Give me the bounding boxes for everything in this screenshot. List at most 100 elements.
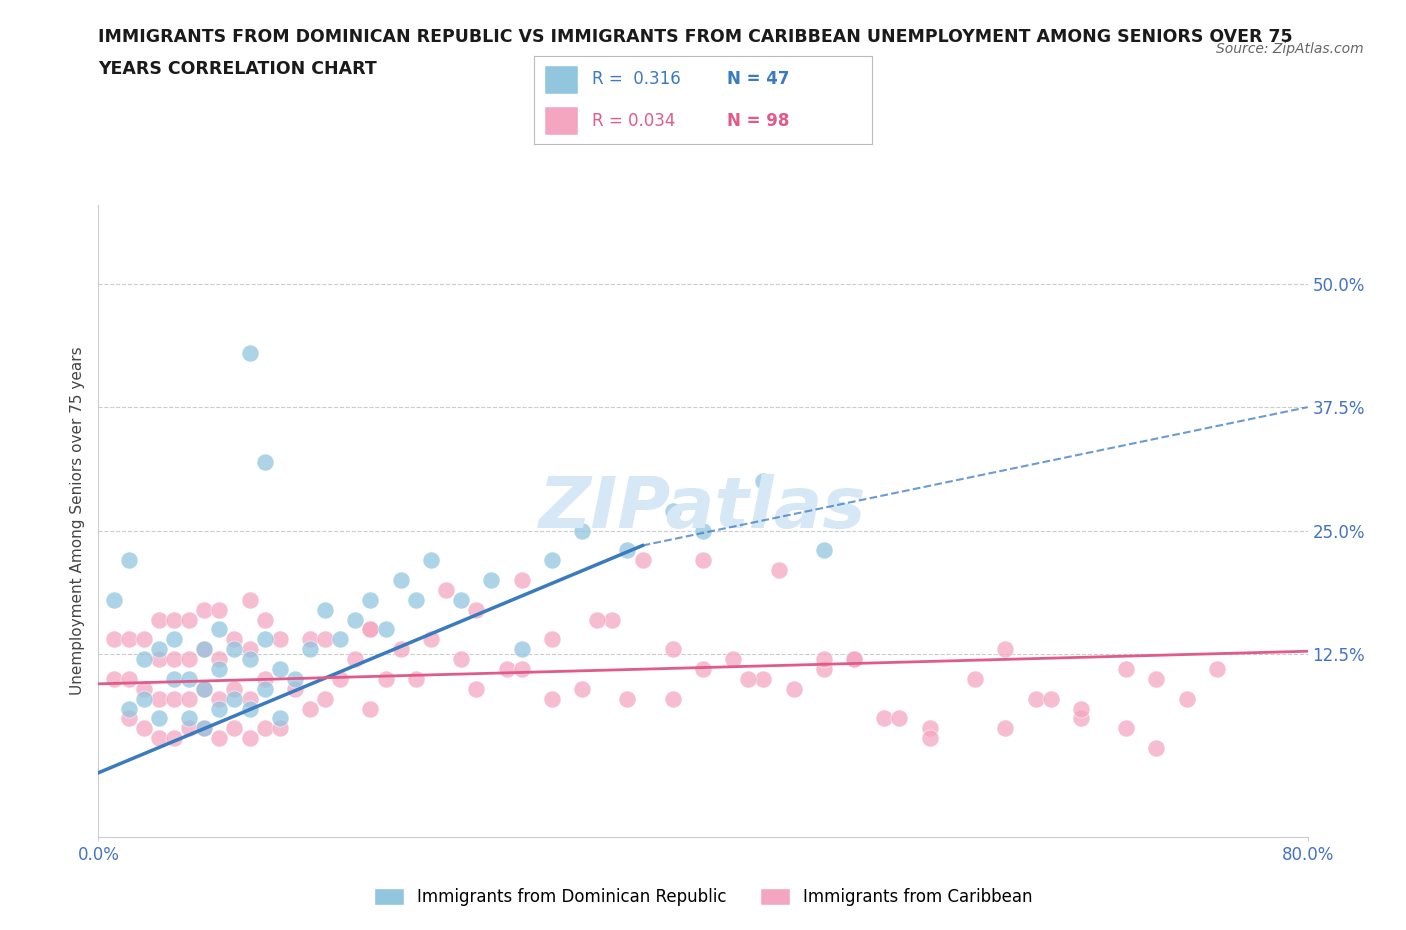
Point [631,552,654,567]
Point [965,671,987,686]
Point [540,632,562,647]
Point [253,682,276,697]
Point [103,632,125,647]
Point [193,721,215,736]
Point [768,563,790,578]
Point [224,632,246,647]
Point [571,682,593,697]
Point [299,642,322,657]
Point [752,671,775,686]
Point [752,474,775,489]
Y-axis label: Unemployment Among Seniors over 75 years: Unemployment Among Seniors over 75 years [70,347,86,695]
Point [994,721,1017,736]
Text: IMMIGRANTS FROM DOMINICAN REPUBLIC VS IMMIGRANTS FROM CARIBBEAN UNEMPLOYMENT AMO: IMMIGRANTS FROM DOMINICAN REPUBLIC VS IM… [98,28,1294,46]
Point [450,652,472,667]
Point [208,652,231,667]
Point [239,731,262,746]
Point [314,632,336,647]
Point [465,603,488,618]
Point [269,711,291,725]
Point [616,543,638,558]
Point [813,652,835,667]
Point [481,573,503,588]
Point [918,721,941,736]
Point [510,642,533,657]
Point [374,671,396,686]
Point [692,661,714,676]
Text: ZIPatlas: ZIPatlas [540,473,866,542]
Point [1175,691,1198,706]
Point [1115,721,1137,736]
Point [450,592,472,607]
Point [737,671,759,686]
Point [723,652,745,667]
Point [284,671,307,686]
Point [299,632,322,647]
Point [193,682,215,697]
Point [389,642,412,657]
Point [253,454,276,469]
Point [873,711,896,725]
Point [284,682,307,697]
Point [420,552,443,567]
Point [163,652,186,667]
Point [571,524,593,538]
Point [208,701,231,716]
Point [132,682,155,697]
Point [224,721,246,736]
Point [434,582,457,597]
Legend: Immigrants from Dominican Republic, Immigrants from Caribbean: Immigrants from Dominican Republic, Immi… [367,881,1039,912]
Point [163,671,186,686]
Point [208,731,231,746]
Point [224,682,246,697]
Point [179,671,201,686]
Text: YEARS CORRELATION CHART: YEARS CORRELATION CHART [98,60,377,78]
Point [540,691,562,706]
Point [253,721,276,736]
Text: Source: ZipAtlas.com: Source: ZipAtlas.com [1216,42,1364,56]
Point [269,632,291,647]
Point [148,612,170,627]
Point [813,661,835,676]
Point [118,711,141,725]
Point [1024,691,1046,706]
Point [239,642,262,657]
Point [1206,661,1229,676]
Point [239,345,262,360]
Point [1115,661,1137,676]
Point [360,622,382,637]
Point [239,592,262,607]
Point [1144,740,1167,755]
Point [148,731,170,746]
Point [813,543,835,558]
Point [329,671,352,686]
Point [374,622,396,637]
Point [662,691,685,706]
Point [360,701,382,716]
Point [239,701,262,716]
Point [253,632,276,647]
Point [132,632,155,647]
Point [360,592,382,607]
Point [193,642,215,657]
Text: N = 47: N = 47 [727,70,789,88]
Point [783,682,806,697]
Point [405,671,427,686]
Point [844,652,866,667]
Point [132,652,155,667]
Point [193,721,215,736]
Point [179,691,201,706]
Point [465,682,488,697]
Point [602,612,624,627]
Point [1070,711,1092,725]
Point [420,632,443,647]
Point [495,661,517,676]
Point [163,691,186,706]
Point [163,612,186,627]
Point [586,612,609,627]
Point [148,652,170,667]
Point [239,652,262,667]
Point [510,661,533,676]
Point [148,642,170,657]
Point [344,652,367,667]
